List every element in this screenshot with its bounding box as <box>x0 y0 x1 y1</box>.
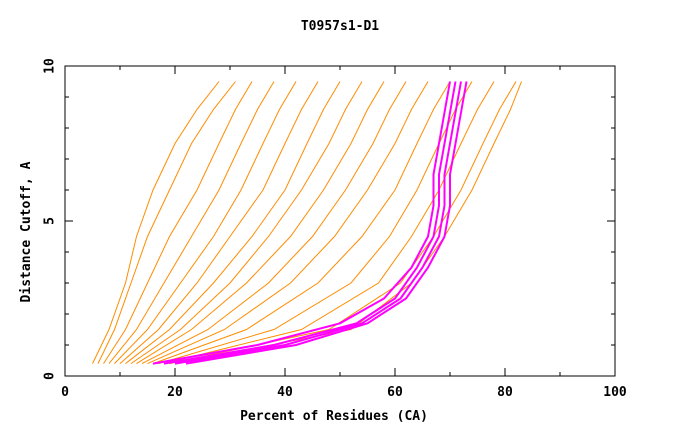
chart-title: T0957s1-D1 <box>301 19 379 34</box>
series-line-orange-2 <box>103 81 253 364</box>
series-line-orange-15 <box>174 81 522 365</box>
y-axis-label: Distance Cutoff, A <box>19 161 34 302</box>
x-tick-label: 40 <box>277 385 293 400</box>
y-tick-label: 10 <box>43 58 58 74</box>
y-tick-label: 5 <box>43 217 58 225</box>
x-axis-label: Percent of Residues (CA) <box>240 409 428 424</box>
series-line-orange-8 <box>136 81 385 365</box>
series-line-magenta-18 <box>174 81 462 365</box>
x-tick-label: 80 <box>497 385 513 400</box>
series-line-magenta-16 <box>152 81 451 365</box>
series-line-orange-1 <box>97 81 236 364</box>
series-line-orange-10 <box>147 81 429 365</box>
series-line-orange-6 <box>125 81 341 364</box>
series-line-orange-13 <box>163 81 495 365</box>
series-line-orange-7 <box>130 81 363 365</box>
x-tick-label: 20 <box>167 385 183 400</box>
x-tick-label: 100 <box>603 385 627 400</box>
series-line-magenta-17 <box>163 81 457 365</box>
series-line-orange-3 <box>108 81 275 364</box>
x-tick-label: 0 <box>61 385 69 400</box>
series-line-orange-4 <box>114 81 297 364</box>
series-line-orange-0 <box>92 81 220 364</box>
ticks-layer: 0 20 40 60 80 100 0 5 10 <box>43 58 627 400</box>
series-line-magenta-19 <box>185 81 468 365</box>
series-layer <box>92 81 522 365</box>
series-line-orange-12 <box>158 81 473 365</box>
series-line-orange-5 <box>119 81 319 364</box>
series-line-orange-11 <box>152 81 451 365</box>
y-tick-label: 0 <box>43 372 58 380</box>
x-tick-label: 60 <box>387 385 403 400</box>
series-line-orange-9 <box>141 81 407 365</box>
